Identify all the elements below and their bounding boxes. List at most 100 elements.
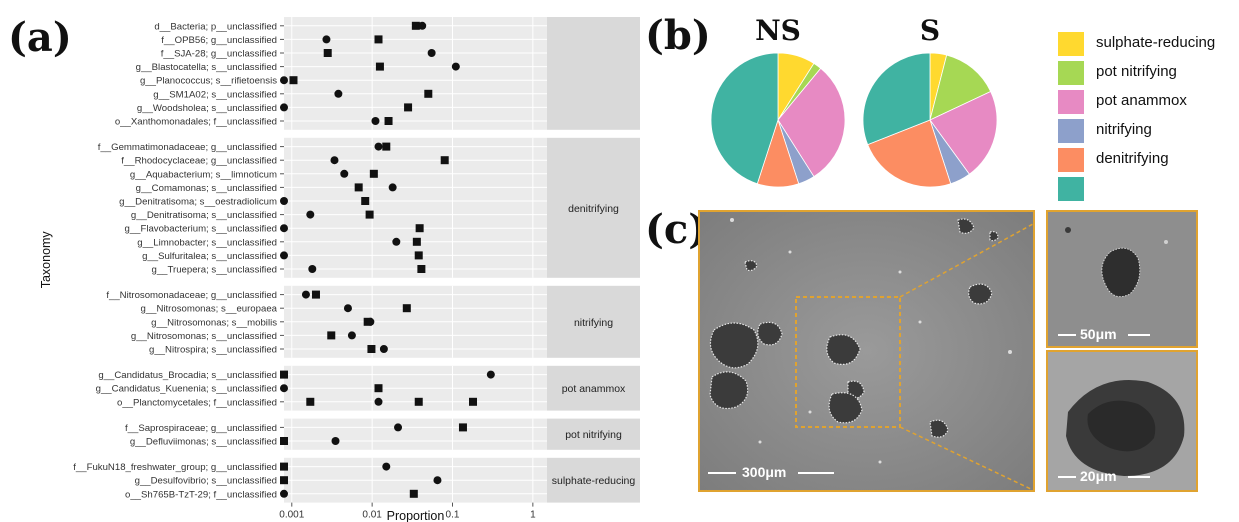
taxon-label: f__OPB56; g__unclassified <box>161 35 277 46</box>
circle-marker <box>371 117 380 125</box>
facet-strip <box>547 457 640 503</box>
square-marker <box>384 117 393 125</box>
circle-marker <box>343 304 352 313</box>
micrograph-inset-bottom: 20μm <box>1046 350 1198 492</box>
legend-label: pot nitrifying <box>1096 63 1177 80</box>
square-marker <box>280 462 288 471</box>
taxon-label: f__SJA-28; g__unclassified <box>161 49 277 60</box>
legend-swatch <box>1058 32 1084 56</box>
square-marker <box>280 437 288 445</box>
square-marker <box>289 76 298 85</box>
facet-strip-label: sulphate-reducing <box>552 475 636 487</box>
circle-marker <box>366 317 375 326</box>
circle-marker <box>280 103 288 112</box>
legend-label: nitrifying <box>1096 121 1152 138</box>
facet-panel <box>284 418 547 450</box>
square-marker <box>414 251 423 260</box>
taxon-label: g__SM1A02; s__unclassified <box>153 89 277 100</box>
taxon-label: g__Nitrosomonas; s__unclassified <box>131 331 277 342</box>
legend-swatch <box>1058 148 1084 172</box>
panel-label-c: (c) <box>645 206 708 253</box>
legend-item: denitrifying <box>1058 148 1238 172</box>
circle-marker <box>392 237 401 246</box>
taxon-label: g__Woodsholea; s__unclassified <box>137 103 277 114</box>
pie-slice <box>710 52 779 185</box>
circle-marker <box>347 331 356 340</box>
taxon-label: g__Defluviimonas; s__unclassified <box>130 437 277 448</box>
taxon-label: o__Xanthomonadales; f__unclassified <box>115 117 277 128</box>
circle-marker <box>388 183 397 192</box>
circle-marker <box>394 423 403 432</box>
circle-marker <box>418 21 427 30</box>
taxon-label: g__Nitrosomonas; s__europaea <box>140 304 277 315</box>
scale-bar-inset-bottom: 20μm <box>1058 468 1188 484</box>
legend-item: sulphate-reducing <box>1058 32 1238 56</box>
circle-marker <box>280 384 288 393</box>
square-marker <box>440 156 449 165</box>
taxon-label: g__Blastocatella; s__unclassified <box>136 62 277 73</box>
facet-strip-label: nitrifying <box>574 317 613 329</box>
square-marker <box>374 35 383 44</box>
circle-marker <box>382 462 391 471</box>
circle-marker <box>379 345 388 353</box>
circle-marker <box>280 251 288 260</box>
facet-strip <box>547 418 640 450</box>
circle-marker <box>280 197 288 205</box>
square-marker <box>458 423 467 432</box>
square-marker <box>354 183 363 192</box>
square-marker <box>409 489 418 498</box>
y-axis-label: Taxonomy <box>39 231 53 289</box>
square-marker <box>412 237 421 246</box>
panel-label-a: (a) <box>8 14 72 61</box>
circle-marker <box>331 437 340 445</box>
legend-item: pot nitrifying <box>1058 61 1238 85</box>
legend-item: nitrifying <box>1058 119 1238 143</box>
pie-slice <box>777 67 846 178</box>
square-marker <box>424 89 433 98</box>
circle-marker <box>451 62 460 71</box>
circle-marker <box>340 169 349 178</box>
taxon-label: f__Rhodocyclaceae; g__unclassified <box>121 156 277 167</box>
taxon-label: f__Saprospiraceae; g__unclassified <box>125 423 277 434</box>
legend-label: denitrifying <box>1096 150 1169 167</box>
taxon-label: g__Aquabacterium; s__limnoticum <box>130 169 277 180</box>
taxon-label: g__Denitratisoma; s__unclassified <box>131 210 277 221</box>
circle-marker <box>374 397 383 406</box>
x-axis-label: Proportion <box>387 509 445 522</box>
facet-strip-label: pot nitrifying <box>565 429 622 441</box>
micrograph-inset-top-image <box>1048 212 1196 346</box>
pie-slice <box>862 52 931 146</box>
taxonomy-dot-plot: denitrifying nitrifying pot anammox pot nit… <box>39 17 640 522</box>
circle-marker <box>433 476 442 485</box>
taxon-label: g__Flavobacterium; s__unclassified <box>124 224 277 235</box>
taxon-label: d__Bacteria; p__unclassified <box>154 21 277 32</box>
scale-bar-inset-top: 50μm <box>1058 326 1188 342</box>
legend-swatch <box>1058 61 1084 85</box>
square-marker <box>374 384 383 393</box>
scale-bar-main-label: 300μm <box>742 464 787 480</box>
square-marker <box>327 331 336 340</box>
square-marker <box>280 370 288 379</box>
scale-bar-inset-bottom-label: 20μm <box>1080 468 1117 484</box>
facet-strip <box>547 285 640 358</box>
circle-marker <box>334 89 343 98</box>
square-marker <box>306 397 315 406</box>
circle-marker <box>306 210 315 219</box>
legend-swatch <box>1058 90 1084 114</box>
square-marker <box>411 21 420 30</box>
square-marker <box>414 397 423 406</box>
taxon-label: o__Sh765B-TzT-29; f__unclassified <box>125 489 277 500</box>
taxon-label: g__Desulfovibrio; s__unclassified <box>135 476 277 487</box>
taxon-label: g__Truepera; s__unclassified <box>151 265 277 276</box>
facet-strip <box>547 365 640 411</box>
pie-title: S <box>920 14 940 47</box>
taxon-label: f__FukuN18_freshwater_group; g__unclassi… <box>73 462 277 473</box>
taxon-label: f__Gemmatimonadaceae; g__unclassified <box>98 142 277 153</box>
square-marker <box>311 290 320 299</box>
x-tick-label: 0.1 <box>446 510 460 521</box>
micrograph-main: 300μm <box>698 210 1035 492</box>
facet-panel <box>284 17 547 130</box>
pie-title: NS <box>755 14 801 47</box>
circle-marker <box>280 224 288 233</box>
legend-swatch <box>1058 119 1084 143</box>
